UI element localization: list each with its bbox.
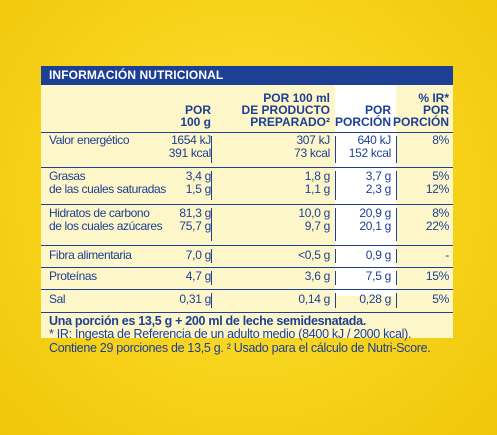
row-divider	[41, 312, 453, 313]
value-portion: 2,3 g	[365, 182, 392, 196]
column-divider	[211, 271, 212, 285]
value-portion: 152 kcal	[348, 146, 392, 160]
column-divider	[396, 293, 397, 308]
column-divider	[335, 271, 336, 285]
value-per100g: 7,0 g	[185, 248, 212, 262]
column-divider	[211, 293, 212, 308]
footer-portion-note: Una porción es 13,5 g + 200 ml de leche …	[49, 314, 366, 328]
column-divider	[335, 249, 336, 263]
value-portion: 640 kJ	[357, 133, 391, 147]
value-portion: 0,28 g	[359, 292, 391, 306]
column-divider	[396, 171, 397, 200]
value-ir: 8%	[432, 133, 449, 147]
column-divider	[211, 249, 212, 263]
nutrient-name: de los cuales azúcares	[49, 219, 163, 233]
nutrient-name: Fibra alimentaria	[49, 248, 132, 262]
value-per100g: 1,5 g	[185, 182, 212, 196]
row-divider	[41, 204, 453, 205]
value-per100g: 0,31 g	[179, 292, 211, 306]
value-prepared: 0,14 g	[298, 292, 330, 306]
value-ir: 15%	[425, 269, 449, 283]
nutrient-name: Sal	[49, 292, 66, 306]
value-prepared: <0,5 g	[298, 248, 330, 262]
column-divider	[396, 136, 397, 163]
value-per100g: 81,3 g	[179, 206, 211, 220]
value-per100g: 4,7 g	[185, 269, 212, 283]
column-divider	[335, 136, 336, 163]
column-divider	[335, 293, 336, 308]
row-divider	[41, 167, 453, 168]
value-prepared: 3,6 g	[304, 269, 331, 283]
column-divider	[211, 171, 212, 200]
portion-column-highlight	[335, 85, 396, 296]
value-prepared: 1,8 g	[304, 169, 331, 183]
value-ir: 12%	[425, 182, 449, 196]
value-ir: 22%	[425, 219, 449, 233]
value-portion: 20,1 g	[359, 219, 391, 233]
value-portion: 3,7 g	[365, 169, 392, 183]
column-divider	[396, 208, 397, 241]
nutrient-name: Grasas	[49, 169, 86, 183]
value-ir: 8%	[432, 206, 449, 220]
column-divider	[396, 271, 397, 285]
value-prepared: 1,1 g	[304, 182, 331, 196]
value-ir: 5%	[432, 169, 449, 183]
value-per100g: 75,7 g	[179, 219, 211, 233]
value-per100g: 391 kcal	[168, 146, 212, 160]
value-portion: 7,5 g	[365, 269, 392, 283]
value-prepared: 9,7 g	[304, 219, 331, 233]
column-divider	[335, 171, 336, 200]
column-divider	[396, 249, 397, 263]
footer-ir-note: * IR: Ingesta de Referencia de un adulto…	[49, 327, 412, 341]
col-header-per100g: POR 100 g	[180, 103, 211, 129]
value-portion: 0,9 g	[365, 248, 392, 262]
value-prepared: 307 kJ	[296, 133, 330, 147]
col-header-prepared: POR 100 ml DE PRODUCTO PREPARADO²	[241, 91, 330, 129]
value-ir: -	[445, 248, 449, 262]
footer-servings-note: Contiene 29 porciones de 13,5 g. ² Usado…	[49, 341, 431, 355]
column-divider	[211, 208, 212, 241]
row-divider	[41, 289, 453, 290]
col-header-ir: % IR* POR PORCIÓN	[392, 91, 449, 129]
nutrient-name: Hidratos de carbono	[49, 206, 150, 220]
value-portion: 20,9 g	[359, 206, 391, 220]
value-per100g: 1654 kJ	[171, 133, 211, 147]
value-per100g: 3,4 g	[185, 169, 212, 183]
nutrient-name: de las cuales saturadas	[49, 182, 166, 196]
row-divider	[41, 132, 453, 133]
row-divider	[41, 267, 453, 268]
value-prepared: 73 kcal	[294, 146, 330, 160]
row-divider	[41, 245, 453, 246]
column-divider	[211, 136, 212, 163]
nutrient-name: Proteínas	[49, 269, 97, 283]
value-prepared: 10,0 g	[298, 206, 330, 220]
nutrition-label: INFORMACIÓN NUTRICIONAL POR 100 g POR 10…	[41, 66, 453, 355]
col-header-portion: POR PORCIÓN	[334, 103, 391, 129]
nutrient-name: Valor energético	[49, 133, 130, 147]
nutrition-header: INFORMACIÓN NUTRICIONAL	[41, 66, 453, 85]
value-ir: 5%	[432, 292, 449, 306]
column-divider	[335, 208, 336, 241]
